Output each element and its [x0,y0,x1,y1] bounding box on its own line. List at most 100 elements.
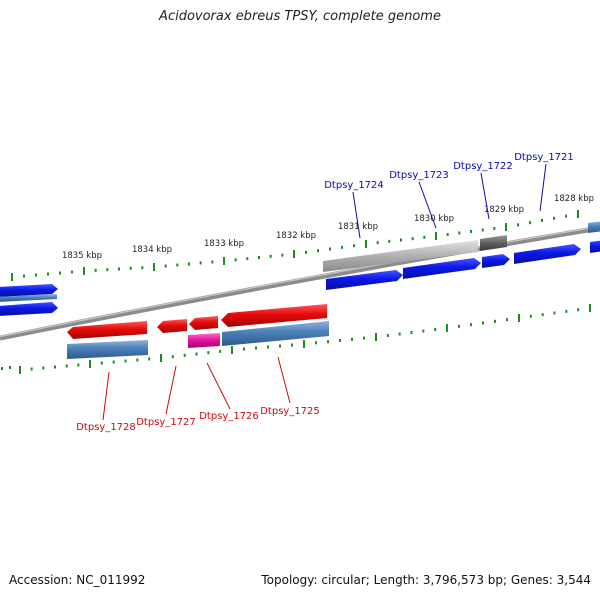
major-tick [589,304,591,312]
forward-gene-leader-line [480,172,490,220]
minor-tick [211,260,214,264]
scale-label: 1830 kbp [414,214,454,224]
minor-tick [124,359,127,363]
topology-label: Topology: circular; Length: 3,796,573 bp… [261,573,591,587]
gene-right-edge[interactable] [588,221,600,233]
minor-tick [219,349,222,353]
forward-gene-label[interactable]: Dtpsy_1723 [389,170,449,181]
gene-left-edge[interactable] [0,294,57,302]
cds-dtpsy-1724[interactable] [326,270,403,290]
minor-tick [100,361,103,365]
minor-tick [77,363,80,367]
cds-left-edge-forward[interactable] [0,284,58,297]
cds-dtpsy-1721[interactable] [514,244,581,264]
minor-tick [106,268,109,272]
minor-tick [553,216,555,220]
major-tick [293,250,295,258]
minor-tick [1,367,3,370]
major-tick [365,240,367,248]
major-tick [518,314,520,322]
major-tick [11,273,13,281]
minor-tick [35,273,37,277]
minor-tick [353,244,355,248]
rna-dtpsy-1726[interactable] [188,333,220,348]
minor-tick [422,329,425,333]
major-tick [505,223,507,231]
major-tick [19,366,21,374]
genome-backbone-highlight [0,225,600,338]
minor-tick [506,318,508,322]
minor-tick [341,245,343,249]
forward-gene-label[interactable]: Dtpsy_1722 [453,161,513,172]
minor-tick [376,241,379,245]
minor-tick [171,355,174,359]
minor-tick [351,337,353,341]
reverse-gene-label[interactable]: Dtpsy_1726 [199,411,259,422]
minor-tick [446,233,449,236]
scale-ticks-inner [1,304,591,374]
reverse-gene-label[interactable]: Dtpsy_1727 [136,417,196,428]
minor-tick [199,261,202,265]
cds-dtpsy-1728[interactable] [67,321,147,339]
minor-tick [541,219,543,222]
minor-tick [59,271,61,275]
cds-dtpsy-1727[interactable] [157,319,187,333]
minor-tick [327,340,329,344]
minor-tick [493,227,496,230]
major-tick [83,267,85,275]
forward-gene-label[interactable]: Dtpsy_1721 [514,152,574,163]
minor-tick [30,367,33,371]
reverse-gene-label[interactable]: Dtpsy_1728 [76,422,136,433]
minor-tick [258,256,260,259]
minor-tick [176,263,179,267]
pseudogene-dtpsy-1724-1723[interactable] [323,240,478,272]
reverse-gene-label[interactable]: Dtpsy_1725 [260,406,320,417]
minor-tick [71,270,73,274]
major-tick [303,340,305,348]
gene-dtpsy-1725[interactable] [222,321,329,346]
minor-tick [553,311,556,315]
map-title: Acidovorax ebreus TPSY, complete genome [159,9,441,24]
scale-label: 1833 kbp [204,239,244,249]
cds-left-edge-lower[interactable] [0,302,58,316]
cds-right-edge-forward[interactable] [590,240,600,253]
forward-gene-leader-line [352,191,361,239]
major-tick [375,333,377,341]
minor-tick [458,324,460,328]
minor-tick [54,365,56,369]
minor-tick [565,309,568,313]
minor-tick [494,319,496,323]
scale-label: 1835 kbp [62,251,102,261]
reverse-gene-leader-line [277,356,291,404]
major-tick [153,263,155,271]
cds-dtpsy-1723[interactable] [403,258,481,279]
minor-tick [188,262,190,266]
cds-dtpsy-1722[interactable] [482,254,510,268]
minor-tick [195,352,198,356]
minor-tick [386,334,389,337]
minor-tick [47,272,49,276]
minor-tick [565,214,567,218]
minor-tick [458,231,461,235]
minor-tick [118,267,120,271]
minor-tick [577,308,580,312]
minor-tick [470,323,472,327]
minor-tick [243,347,245,351]
minor-tick [291,343,293,347]
minor-tick [315,341,317,345]
cds-dtpsy-1725[interactable] [221,304,327,327]
cds-dtpsy-1726[interactable] [189,316,218,330]
minor-tick [255,346,257,350]
minor-tick [9,366,11,369]
pseudogene-dtpsy-1722[interactable] [480,235,507,251]
scale-ticks-outer [11,210,579,281]
forward-gene-label[interactable]: Dtpsy_1724 [324,180,384,191]
minor-tick [164,264,167,268]
minor-tick [269,254,272,258]
gene-dtpsy-1728[interactable] [67,340,148,359]
reverse-strand-track [67,304,329,359]
major-tick [577,210,579,218]
minor-tick [411,237,414,241]
major-tick [223,257,225,265]
